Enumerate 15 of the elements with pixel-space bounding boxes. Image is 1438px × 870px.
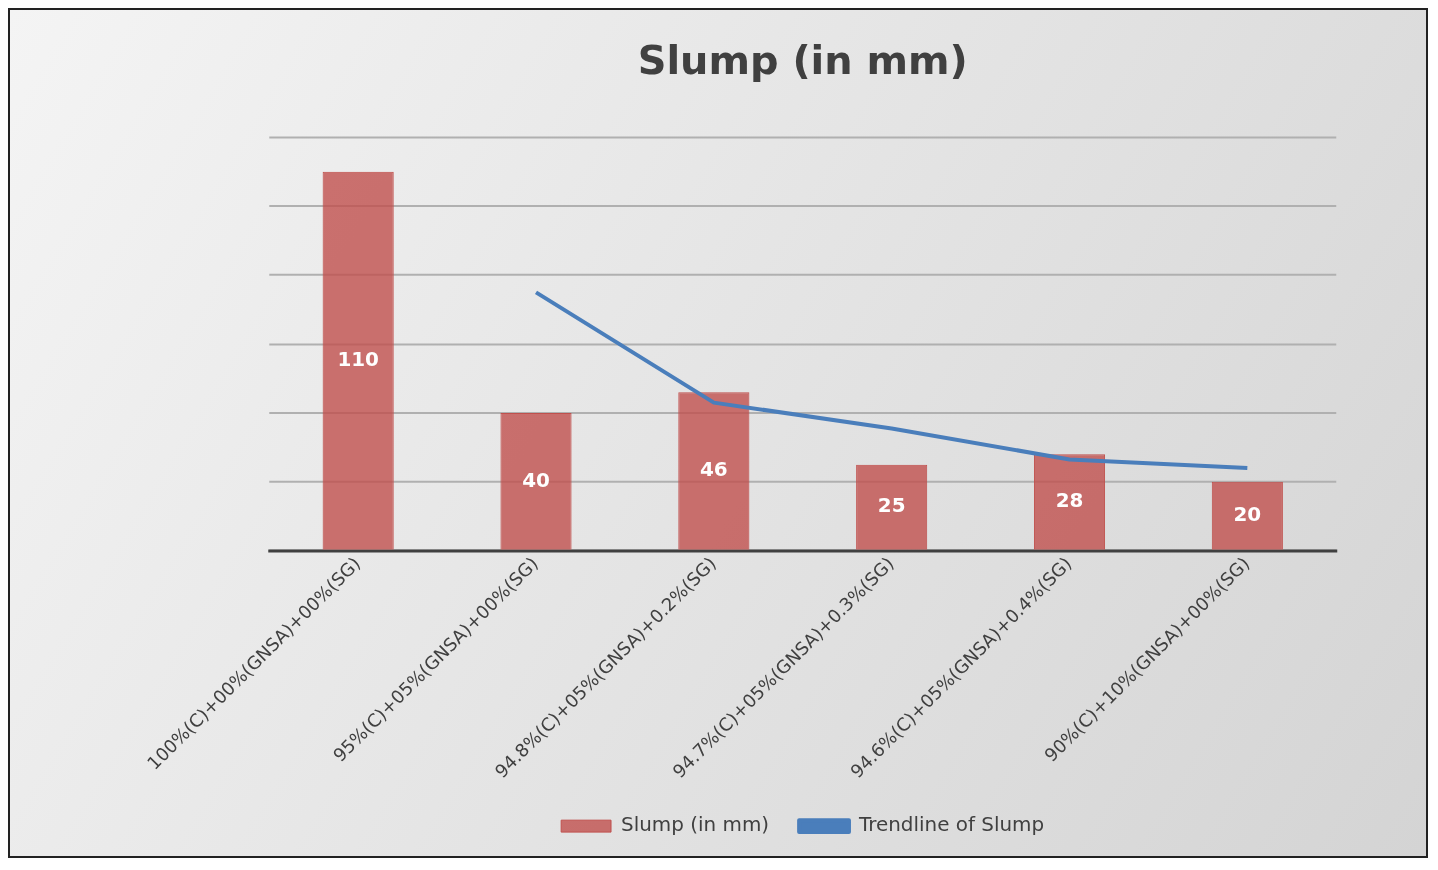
data-label: 110 [337, 348, 379, 371]
legend-label: Slump (in mm) [621, 813, 770, 837]
bar [856, 464, 928, 550]
bar [679, 393, 749, 550]
bar [500, 412, 572, 550]
data-label: 25 [877, 494, 906, 518]
data-label: 20 [1233, 503, 1262, 526]
data-label: 40 [522, 468, 550, 492]
data-label: 28 [1055, 489, 1084, 513]
bar [323, 172, 393, 550]
data-label: 46 [699, 458, 728, 482]
bar [1211, 481, 1283, 550]
bar [1033, 454, 1106, 550]
legend-label: Trendline of Slump [857, 813, 1045, 837]
chart-title: Slump (in mm) [637, 37, 968, 84]
